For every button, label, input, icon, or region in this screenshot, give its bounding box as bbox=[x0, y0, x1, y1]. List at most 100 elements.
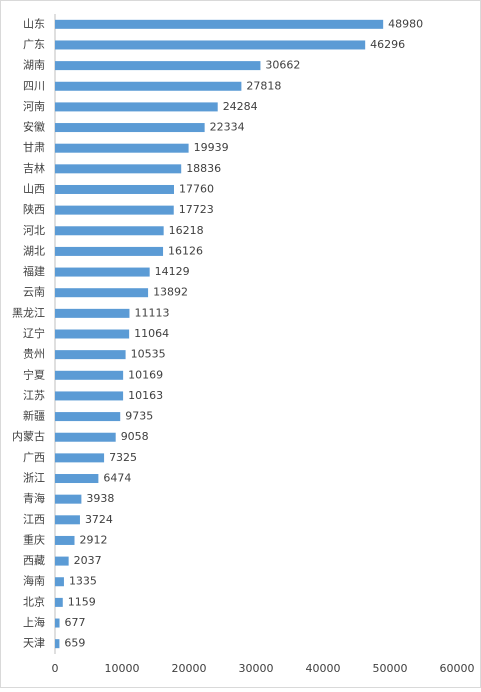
data-label: 14129 bbox=[155, 265, 190, 278]
bar bbox=[55, 61, 261, 71]
y-tick-label: 新疆 bbox=[23, 409, 45, 423]
data-label: 1335 bbox=[69, 575, 97, 588]
data-label: 9735 bbox=[125, 410, 153, 423]
x-tick-label: 60000 bbox=[440, 662, 475, 675]
bar bbox=[55, 412, 121, 422]
data-label: 16126 bbox=[168, 244, 203, 257]
y-tick-label: 青海 bbox=[23, 491, 45, 505]
y-tick-label: 吉林 bbox=[23, 161, 45, 175]
y-tick-label: 西藏 bbox=[23, 554, 45, 567]
y-tick-label: 云南 bbox=[23, 286, 45, 299]
data-label: 3724 bbox=[85, 513, 113, 526]
x-tick-label: 30000 bbox=[239, 662, 274, 675]
bar bbox=[55, 350, 126, 360]
data-label: 6474 bbox=[103, 472, 131, 485]
bar bbox=[55, 123, 205, 133]
bar bbox=[55, 597, 63, 607]
data-label: 2912 bbox=[80, 533, 108, 546]
data-label: 11064 bbox=[134, 327, 169, 340]
data-label: 10169 bbox=[128, 368, 163, 381]
bar bbox=[55, 288, 149, 298]
data-label: 18836 bbox=[186, 162, 221, 175]
y-tick-label: 浙江 bbox=[23, 472, 45, 485]
y-tick-label: 宁夏 bbox=[23, 367, 45, 381]
y-tick-label: 上海 bbox=[23, 615, 45, 629]
bar bbox=[55, 370, 124, 380]
y-tick-label: 陕西 bbox=[23, 202, 45, 216]
bar bbox=[55, 329, 130, 339]
data-label: 677 bbox=[65, 616, 86, 629]
bar bbox=[55, 164, 182, 174]
data-label: 659 bbox=[64, 637, 85, 650]
bar bbox=[55, 102, 218, 112]
y-tick-label: 天津 bbox=[23, 637, 45, 650]
data-label: 3938 bbox=[86, 492, 114, 505]
data-label: 1159 bbox=[68, 595, 96, 608]
bar bbox=[55, 143, 189, 153]
y-tick-label: 海南 bbox=[23, 574, 45, 588]
bar bbox=[55, 639, 60, 649]
data-label: 7325 bbox=[109, 451, 137, 464]
data-label: 16218 bbox=[169, 224, 204, 237]
bar bbox=[55, 515, 80, 525]
y-tick-label: 甘肃 bbox=[23, 141, 45, 154]
y-tick-label: 贵州 bbox=[23, 348, 45, 361]
y-tick-label: 山东 bbox=[23, 17, 45, 30]
bar bbox=[55, 184, 174, 194]
bar bbox=[55, 391, 124, 401]
bar bbox=[55, 267, 150, 277]
y-tick-label: 河南 bbox=[23, 100, 45, 113]
bar bbox=[55, 432, 116, 442]
y-tick-label: 福建 bbox=[23, 264, 45, 278]
x-tick-label: 40000 bbox=[306, 662, 341, 675]
y-tick-label: 河北 bbox=[23, 224, 45, 237]
data-label: 9058 bbox=[121, 430, 149, 443]
bar bbox=[55, 226, 164, 236]
data-label: 17723 bbox=[179, 203, 214, 216]
data-label: 30662 bbox=[265, 59, 300, 72]
bar bbox=[55, 474, 99, 484]
y-tick-label: 重庆 bbox=[23, 532, 45, 546]
data-label: 48980 bbox=[388, 17, 423, 30]
data-label: 24284 bbox=[223, 100, 258, 113]
data-label: 13892 bbox=[153, 286, 188, 299]
y-tick-label: 江苏 bbox=[23, 389, 45, 402]
y-tick-label: 辽宁 bbox=[23, 326, 45, 340]
bar bbox=[55, 205, 174, 215]
bar bbox=[55, 453, 105, 463]
y-tick-label: 安徽 bbox=[23, 120, 45, 134]
bar bbox=[55, 19, 384, 29]
bar bbox=[55, 577, 64, 587]
y-tick-label: 黑龙江 bbox=[12, 306, 45, 319]
data-label: 46296 bbox=[370, 38, 405, 51]
data-label: 11113 bbox=[134, 306, 169, 319]
data-label: 19939 bbox=[194, 141, 229, 154]
data-label: 22334 bbox=[210, 121, 245, 134]
bar bbox=[55, 81, 242, 91]
x-tick-label: 20000 bbox=[172, 662, 207, 675]
bar bbox=[55, 535, 75, 545]
y-tick-label: 广西 bbox=[23, 451, 45, 464]
data-label: 10535 bbox=[131, 348, 166, 361]
y-tick-label: 广东 bbox=[23, 38, 45, 51]
y-tick-label: 北京 bbox=[23, 594, 45, 608]
bar bbox=[55, 308, 130, 318]
y-tick-label: 内蒙古 bbox=[12, 429, 45, 443]
bar bbox=[55, 246, 164, 256]
data-label: 27818 bbox=[246, 79, 281, 92]
x-tick-label: 0 bbox=[52, 662, 59, 675]
y-tick-label: 四川 bbox=[23, 79, 45, 92]
x-tick-label: 10000 bbox=[105, 662, 140, 675]
bar bbox=[55, 556, 69, 566]
data-label: 10163 bbox=[128, 389, 163, 402]
y-tick-label: 山西 bbox=[23, 182, 45, 195]
y-tick-label: 湖南 bbox=[23, 59, 45, 72]
y-tick-label: 湖北 bbox=[23, 244, 45, 257]
bar bbox=[55, 494, 82, 504]
data-label: 2037 bbox=[74, 554, 102, 567]
x-tick-label: 50000 bbox=[373, 662, 408, 675]
data-label: 17760 bbox=[179, 182, 214, 195]
bar bbox=[55, 40, 366, 50]
